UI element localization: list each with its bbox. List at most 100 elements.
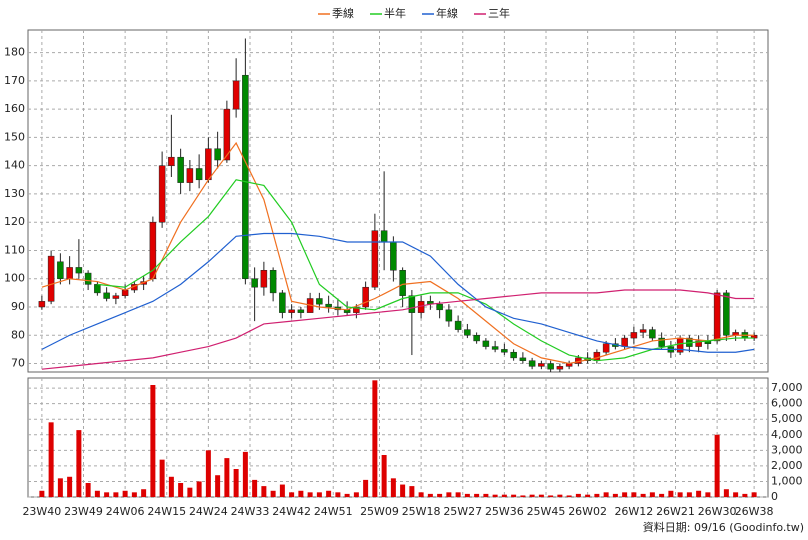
volume-bar — [131, 492, 137, 497]
candle-body — [177, 156, 184, 183]
price-frame — [27, 29, 769, 373]
volume-bar — [723, 489, 729, 497]
candle-body — [380, 230, 388, 243]
candle-body — [473, 335, 480, 342]
volume-bar — [483, 493, 489, 497]
candle-body — [501, 349, 508, 353]
ma-line — [41, 141, 755, 365]
y-tick-label: 90 — [11, 300, 25, 313]
candle-body — [593, 351, 601, 361]
candle-body — [121, 289, 129, 296]
volume-bar — [640, 493, 646, 497]
volume-bar — [446, 492, 452, 497]
volume-bar — [455, 492, 461, 497]
candle-body — [325, 303, 332, 308]
candle-body — [66, 267, 73, 279]
y2-tick-label: 6,000 — [771, 397, 803, 410]
candle-body — [260, 269, 268, 288]
volume-bar — [215, 475, 221, 497]
volume-frame — [27, 377, 769, 498]
y2-tick-label: 7,000 — [771, 381, 803, 394]
volume-bar — [585, 494, 591, 497]
candle-body — [713, 292, 721, 342]
candle-body — [371, 230, 379, 288]
volume-bar — [400, 484, 406, 497]
y2-tick-label: 3,000 — [771, 443, 803, 456]
candle-body — [491, 346, 499, 350]
x-tick-label: 26W30 — [698, 505, 737, 518]
volume-bar — [316, 492, 322, 497]
volume-bar — [168, 476, 174, 497]
legend-label: 季線 — [332, 6, 354, 20]
candle-body — [279, 292, 286, 313]
volume-bar — [113, 492, 119, 497]
candle-body — [399, 269, 406, 296]
x-tick-label: 24W51 — [314, 505, 353, 518]
candle-body — [353, 306, 360, 313]
y2-tick-label: 0 — [771, 490, 778, 503]
source-note: 資料日期: 09/16 (Goodinfo.tw) — [643, 520, 804, 534]
y-tick-label: 170 — [4, 74, 25, 87]
volume-bar — [335, 492, 341, 497]
volume-bar — [612, 493, 618, 497]
volume-bar — [520, 495, 526, 497]
volume-bar — [705, 492, 711, 497]
candle-body — [288, 309, 295, 313]
volume-bar — [39, 490, 45, 497]
volume-bar — [196, 481, 202, 497]
y2-tick-label: 2,000 — [771, 459, 803, 472]
volume-bar — [85, 483, 91, 497]
x-tick-label: 25W09 — [360, 505, 399, 518]
volume-bar — [492, 494, 498, 497]
volume-bar — [141, 489, 147, 497]
ma-line — [41, 289, 755, 370]
volume-bar — [474, 493, 480, 497]
volume-bar — [307, 492, 313, 497]
candle-body — [232, 80, 240, 110]
volume-bar — [659, 493, 665, 497]
volume-bar — [511, 494, 517, 497]
x-tick-label: 24W15 — [147, 505, 186, 518]
volume-bar — [344, 493, 350, 497]
y-tick-label: 110 — [4, 243, 25, 256]
x-tick-label: 23W49 — [64, 505, 103, 518]
candle-body — [556, 366, 564, 370]
y-tick-label: 130 — [4, 187, 25, 200]
volume-bar — [150, 385, 156, 497]
candle-body — [269, 269, 277, 294]
volume-bar — [298, 490, 304, 497]
x-tick-label: 26W38 — [735, 505, 774, 518]
y2-tick-label: 4,000 — [771, 428, 803, 441]
y-tick-label: 70 — [11, 357, 25, 370]
candle-body — [639, 329, 647, 333]
volume-bar — [326, 490, 332, 497]
volume-bar — [187, 487, 193, 497]
candle-body — [538, 363, 545, 367]
volume-bar — [575, 493, 581, 497]
x-tick-label: 25W27 — [443, 505, 482, 518]
volume-bar — [668, 490, 674, 497]
volume-bar — [427, 493, 433, 497]
candle-body — [464, 329, 471, 336]
volume-bar — [538, 494, 544, 497]
volume-bar — [677, 492, 683, 497]
volume-bar — [594, 493, 600, 497]
volume-bar — [409, 486, 415, 497]
volume-bar — [686, 492, 692, 497]
candle-body — [445, 309, 453, 322]
volume-bar — [566, 495, 572, 497]
candle-body — [112, 295, 120, 299]
volume-bar — [94, 490, 100, 497]
volume-bar — [649, 492, 655, 497]
volume-bar — [224, 458, 230, 497]
candle-body — [510, 351, 517, 359]
candle-body — [602, 343, 610, 353]
volume-bar — [501, 494, 507, 497]
volume-bar — [381, 455, 387, 497]
volume-bar — [67, 476, 73, 497]
volume-bar — [76, 430, 82, 497]
candle-body — [630, 332, 638, 339]
candle-body — [186, 168, 194, 183]
volume-bar — [714, 434, 720, 497]
